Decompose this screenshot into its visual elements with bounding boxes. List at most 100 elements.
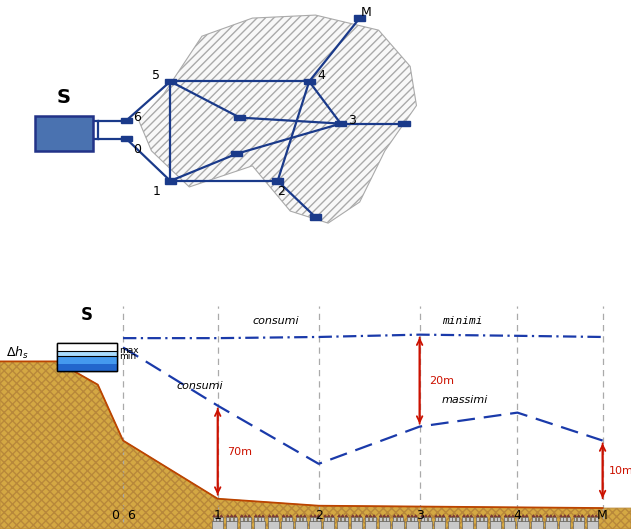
Polygon shape bbox=[272, 515, 274, 517]
Text: M: M bbox=[597, 509, 608, 522]
Text: 3: 3 bbox=[416, 509, 423, 522]
Bar bbox=[337, 521, 348, 529]
Polygon shape bbox=[411, 515, 413, 517]
Polygon shape bbox=[213, 515, 216, 517]
Bar bbox=[531, 521, 543, 529]
Text: consumi: consumi bbox=[177, 381, 223, 391]
Polygon shape bbox=[449, 515, 452, 517]
Polygon shape bbox=[469, 515, 473, 517]
Bar bbox=[494, 517, 497, 521]
Polygon shape bbox=[254, 515, 257, 517]
Bar bbox=[560, 517, 563, 521]
Polygon shape bbox=[452, 515, 455, 517]
Bar bbox=[296, 517, 299, 521]
Polygon shape bbox=[386, 515, 389, 517]
Bar bbox=[57, 357, 117, 364]
Polygon shape bbox=[355, 515, 358, 517]
Bar bbox=[57, 351, 117, 357]
Text: massimi: massimi bbox=[442, 395, 488, 405]
Bar bbox=[286, 517, 288, 521]
Polygon shape bbox=[400, 515, 403, 517]
Bar bbox=[234, 115, 245, 120]
Bar bbox=[407, 517, 410, 521]
Polygon shape bbox=[372, 515, 375, 517]
Text: M: M bbox=[360, 6, 372, 19]
Bar bbox=[57, 343, 117, 371]
Bar bbox=[233, 517, 237, 521]
Bar bbox=[421, 517, 424, 521]
Bar bbox=[295, 521, 307, 529]
Text: S: S bbox=[81, 306, 93, 324]
Bar bbox=[490, 517, 493, 521]
Bar bbox=[355, 517, 358, 521]
Text: 3: 3 bbox=[348, 114, 356, 127]
Bar bbox=[351, 517, 355, 521]
Bar bbox=[247, 517, 251, 521]
Bar bbox=[272, 178, 283, 184]
Polygon shape bbox=[574, 515, 577, 517]
Bar bbox=[289, 517, 292, 521]
Polygon shape bbox=[365, 515, 369, 517]
Bar bbox=[573, 521, 584, 529]
Bar bbox=[483, 517, 487, 521]
Bar bbox=[323, 521, 334, 529]
Polygon shape bbox=[393, 515, 396, 517]
Bar bbox=[268, 521, 279, 529]
Bar bbox=[338, 517, 341, 521]
Polygon shape bbox=[286, 515, 288, 517]
Bar bbox=[434, 521, 445, 529]
Bar bbox=[476, 517, 480, 521]
Polygon shape bbox=[369, 515, 372, 517]
Bar bbox=[511, 517, 514, 521]
Bar bbox=[525, 517, 528, 521]
Bar bbox=[545, 521, 557, 529]
Bar bbox=[57, 364, 117, 371]
Polygon shape bbox=[383, 515, 386, 517]
Bar bbox=[121, 118, 132, 123]
Bar bbox=[406, 521, 418, 529]
Polygon shape bbox=[282, 515, 285, 517]
Bar bbox=[439, 517, 441, 521]
Bar bbox=[398, 121, 410, 126]
Polygon shape bbox=[268, 515, 271, 517]
Bar bbox=[497, 517, 500, 521]
Polygon shape bbox=[525, 515, 528, 517]
Bar bbox=[354, 15, 365, 21]
Polygon shape bbox=[327, 515, 330, 517]
Polygon shape bbox=[300, 515, 302, 517]
Polygon shape bbox=[338, 515, 341, 517]
Bar bbox=[324, 517, 327, 521]
Bar bbox=[268, 517, 271, 521]
Bar bbox=[550, 517, 552, 521]
Bar bbox=[425, 517, 427, 521]
Polygon shape bbox=[522, 515, 524, 517]
Bar bbox=[567, 517, 570, 521]
Bar bbox=[414, 517, 417, 521]
Polygon shape bbox=[508, 515, 510, 517]
Bar bbox=[345, 517, 348, 521]
Bar bbox=[341, 517, 344, 521]
Bar bbox=[517, 521, 529, 529]
Bar bbox=[476, 521, 487, 529]
Polygon shape bbox=[233, 515, 237, 517]
Polygon shape bbox=[227, 515, 230, 517]
Bar bbox=[594, 517, 598, 521]
Bar bbox=[504, 517, 507, 521]
Polygon shape bbox=[428, 515, 431, 517]
Bar bbox=[420, 521, 432, 529]
Polygon shape bbox=[567, 515, 570, 517]
Text: 20m: 20m bbox=[429, 376, 454, 386]
Bar bbox=[258, 517, 261, 521]
Bar bbox=[504, 521, 515, 529]
Bar bbox=[574, 517, 577, 521]
Bar bbox=[57, 343, 117, 371]
Bar bbox=[518, 517, 521, 521]
Polygon shape bbox=[414, 515, 417, 517]
Polygon shape bbox=[550, 515, 552, 517]
Bar bbox=[435, 517, 438, 521]
Polygon shape bbox=[504, 515, 507, 517]
Bar bbox=[254, 521, 265, 529]
Bar bbox=[448, 521, 459, 529]
Polygon shape bbox=[563, 515, 566, 517]
Polygon shape bbox=[261, 515, 264, 517]
